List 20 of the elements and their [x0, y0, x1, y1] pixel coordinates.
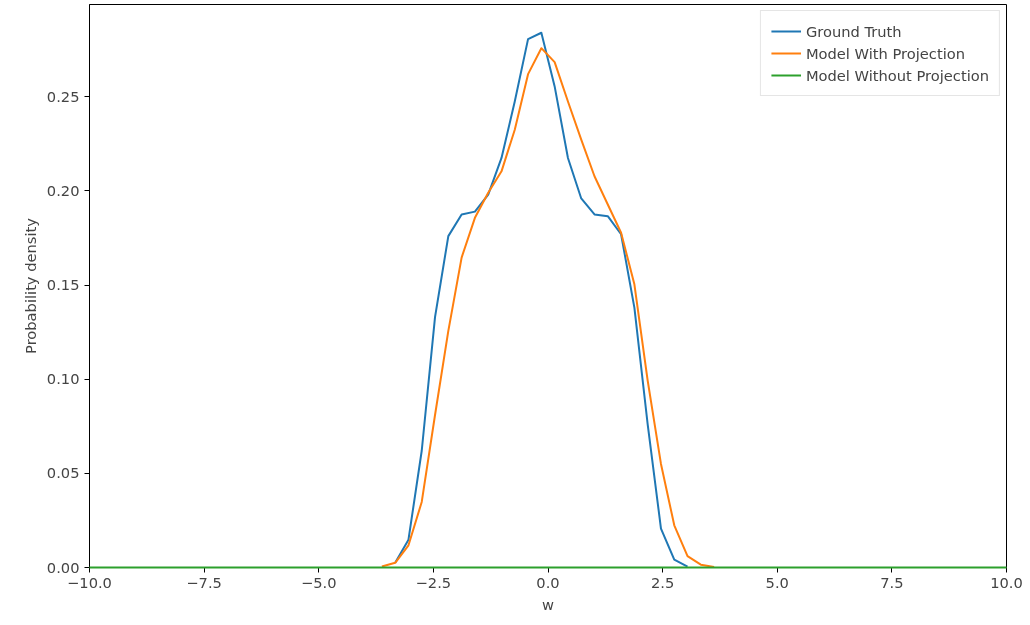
x-tick-label: −5.0 [300, 573, 337, 591]
x-tick-label: −7.5 [186, 573, 222, 591]
x-tick-label: 7.5 [880, 573, 904, 591]
x-axis-title: w [542, 595, 555, 613]
legend-label: Model Without Projection [805, 66, 989, 84]
x-tick-label: 5.0 [765, 573, 789, 591]
x-tick-label: 2.5 [650, 573, 675, 591]
x-tick-label: 0.0 [536, 573, 560, 591]
x-tick-label: 10.0 [990, 573, 1023, 591]
y-tick-label: 0.00 [46, 558, 80, 576]
legend-label: Ground Truth [805, 22, 902, 40]
legend-label: Model With Projection [805, 44, 965, 62]
y-tick-label: 0.15 [46, 276, 80, 294]
x-tick-label: −2.5 [415, 573, 452, 591]
y-tick-label: 0.10 [46, 370, 80, 388]
y-axis-title: Probability density [21, 217, 39, 354]
y-tick-label: 0.25 [46, 87, 80, 105]
y-tick-label: 0.20 [46, 181, 80, 199]
y-tick-label: 0.05 [46, 464, 80, 482]
x-tick-label: −10.0 [67, 573, 112, 591]
